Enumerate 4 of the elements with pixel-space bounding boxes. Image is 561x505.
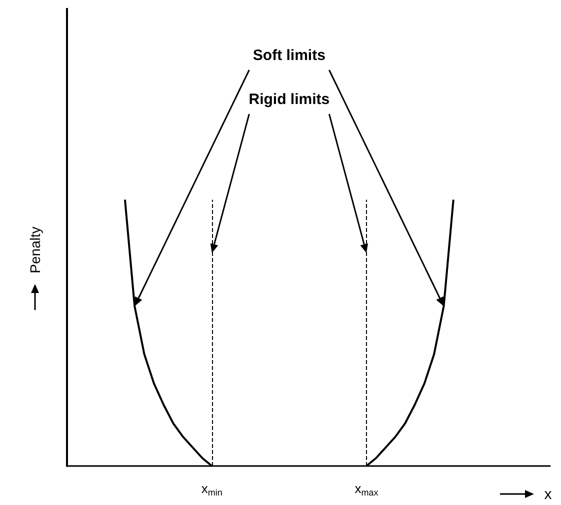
text: Rigid limits (248, 91, 330, 108)
text: Soft limits (252, 47, 326, 64)
x-axis-title: x (544, 486, 552, 503)
y-axis-title: Penalty (27, 226, 43, 274)
